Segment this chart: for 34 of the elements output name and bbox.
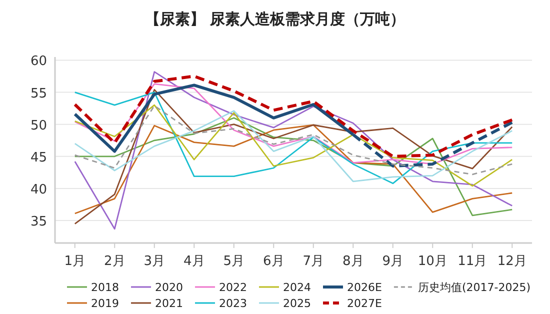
legend-label: 2027E [347, 297, 382, 310]
legend-label: 2023 [219, 297, 247, 310]
chart-title: 【尿素】 尿素人造板需求月度（万吨） [144, 10, 406, 28]
x-tick-label: 1月 [64, 254, 86, 269]
y-tick-label: 55 [30, 86, 47, 102]
legend-label: 2020 [155, 281, 183, 294]
y-tick-label: 60 [30, 54, 47, 70]
x-tick-label: 4月 [183, 254, 205, 269]
legend-label: 2022 [219, 281, 247, 294]
x-tick-label: 9月 [382, 254, 404, 269]
legend-label: 2026E [347, 281, 382, 294]
x-tick-label: 2月 [104, 254, 126, 269]
y-tick-label: 45 [30, 150, 47, 166]
x-tick-label: 3月 [144, 254, 166, 269]
y-tick-label: 40 [30, 182, 47, 198]
x-tick-label: 8月 [342, 254, 364, 269]
legend-label: 2019 [91, 297, 119, 310]
legend-label: 2021 [155, 297, 183, 310]
y-tick-label: 35 [30, 214, 47, 230]
x-tick-label: 5月 [223, 254, 245, 269]
legend-label: 2025 [283, 297, 311, 310]
line-series [74, 83, 513, 165]
legend-label: 2018 [91, 281, 119, 294]
line-series [74, 105, 513, 176]
line-series [74, 92, 513, 184]
x-tick-label: 7月 [302, 254, 324, 269]
x-tick-label: 6月 [262, 254, 284, 269]
y-tick-label: 50 [30, 118, 47, 134]
x-tick-label: 10月 [418, 254, 448, 269]
x-tick-label: 11月 [458, 254, 488, 269]
x-tick-label: 12月 [497, 254, 527, 269]
line-series [73, 74, 514, 158]
legend-label: 历史均值(2017-2025) [418, 281, 530, 294]
legend-label: 2024 [283, 281, 311, 294]
